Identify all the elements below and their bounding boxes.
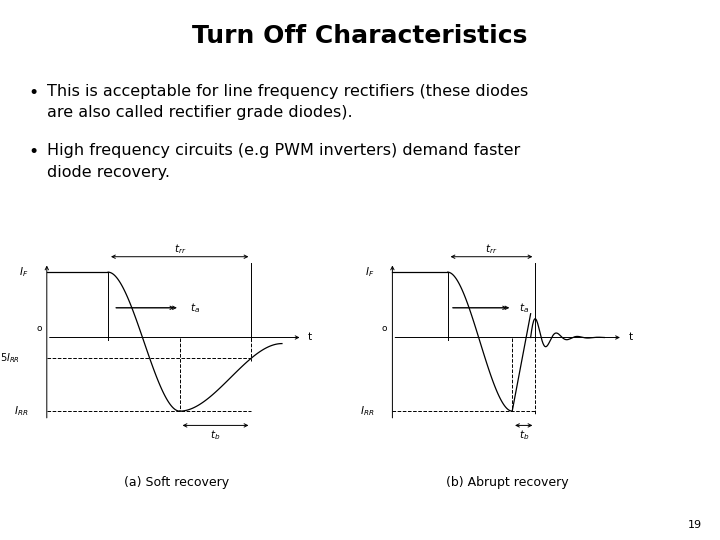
Text: diode recovery.: diode recovery.: [47, 165, 170, 180]
Text: $t_{rr}$: $t_{rr}$: [485, 242, 498, 256]
Text: $t_b$: $t_b$: [518, 428, 529, 442]
Text: t: t: [308, 333, 312, 342]
Text: o: o: [382, 324, 387, 333]
Text: $0.25I_{RR}$: $0.25I_{RR}$: [0, 351, 19, 364]
Text: $t_{rr}$: $t_{rr}$: [174, 242, 186, 256]
Text: o: o: [36, 324, 42, 333]
Text: High frequency circuits (e.g PWM inverters) demand faster: High frequency circuits (e.g PWM inverte…: [47, 143, 520, 158]
Text: This is acceptable for line frequency rectifiers (these diodes: This is acceptable for line frequency re…: [47, 84, 528, 99]
Text: (a) Soft recovery: (a) Soft recovery: [124, 476, 229, 489]
Text: $I_{RR}$: $I_{RR}$: [360, 404, 374, 418]
Text: are also called rectifier grade diodes).: are also called rectifier grade diodes).: [47, 105, 352, 120]
Text: t: t: [629, 333, 633, 342]
Text: $t_a$: $t_a$: [190, 301, 200, 315]
Text: 19: 19: [688, 520, 702, 530]
Text: $I_{RR}$: $I_{RR}$: [14, 404, 29, 418]
Text: $t_b$: $t_b$: [210, 428, 220, 442]
Text: $t_a$: $t_a$: [519, 301, 529, 315]
Text: Turn Off Characteristics: Turn Off Characteristics: [192, 24, 528, 48]
Text: •: •: [29, 143, 39, 161]
Text: $I_F$: $I_F$: [19, 265, 29, 279]
Text: $I_F$: $I_F$: [365, 265, 374, 279]
Text: •: •: [29, 84, 39, 102]
Text: (b) Abrupt recovery: (b) Abrupt recovery: [446, 476, 569, 489]
